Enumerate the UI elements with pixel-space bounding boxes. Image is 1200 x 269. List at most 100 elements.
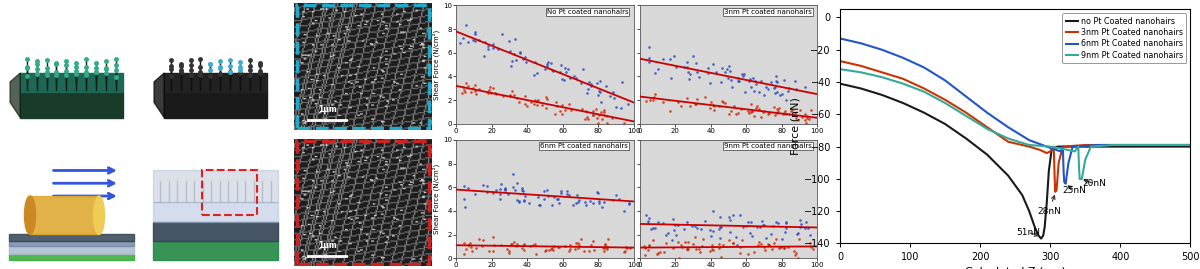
Point [724,213,743,217]
Point [798,116,817,120]
Point [719,76,738,81]
Point [792,114,811,119]
Point [744,249,763,254]
Point [776,112,796,116]
Legend: no Pt Coated nanohairs, 3nm Pt Coated nanohairs, 6nm Pt Coated nanohairs, 9nm Pt: no Pt Coated nanohairs, 3nm Pt Coated na… [1062,13,1187,63]
Point [559,193,578,197]
Point [749,243,768,247]
Point [634,244,653,248]
Point [575,200,594,204]
3nm Pt Coated nanohairs [1022,145,1037,148]
Point [473,183,492,187]
Point [583,113,602,117]
Point [574,67,593,71]
9nm Pt Coated nanohairs [875,76,889,79]
3nm Pt Coated nanohairs [875,71,889,74]
6nm Pt Coated nanohairs [1001,126,1015,129]
Point [796,226,815,231]
Point [702,247,721,251]
Point [791,108,810,112]
Point [746,82,766,87]
Point [668,223,688,227]
Point [667,233,686,237]
no Pt Coated nanohairs [1036,234,1050,237]
Point [514,198,533,202]
Point [541,61,560,65]
Point [745,79,764,83]
Point [508,242,527,246]
Point [583,201,602,205]
Point [714,243,733,247]
Point [722,84,742,89]
Point [648,67,667,72]
Point [533,103,552,108]
Point [486,92,505,97]
Point [672,243,691,247]
Point [478,47,497,51]
9nm Pt Coated nanohairs [917,90,931,93]
Point [736,90,755,94]
6nm Pt Coated nanohairs [1058,182,1073,185]
6nm Pt Coated nanohairs [1061,161,1075,164]
Point [728,76,748,80]
Point [602,116,622,121]
Point [754,222,773,227]
Point [578,87,598,91]
Point [528,102,547,107]
Point [557,70,576,75]
Point [575,249,594,253]
Point [703,243,722,247]
Point [451,41,470,45]
Point [758,111,778,116]
Point [452,91,472,95]
Point [618,246,637,250]
Point [504,185,523,189]
Point [461,245,480,249]
Point [595,108,614,112]
Point [559,249,578,253]
Point [725,104,744,108]
Point [584,248,604,252]
Point [604,198,623,202]
no Pt Coated nanohairs [1039,201,1054,205]
Point [751,115,770,119]
Point [479,44,498,48]
Point [536,95,556,99]
Point [475,40,494,44]
Point [787,87,806,91]
Point [618,102,637,106]
Point [695,95,714,99]
9nm Pt Coated nanohairs [1068,150,1082,153]
3nm Pt Coated nanohairs [1051,161,1066,164]
Point [638,218,658,223]
Point [497,247,516,251]
Point [748,104,767,108]
Point [619,201,638,206]
Point [686,61,706,65]
Point [474,54,493,59]
Point [764,105,784,109]
6nm Pt Coated nanohairs [1057,180,1072,184]
Point [538,62,557,66]
Point [677,96,696,101]
Point [565,247,584,251]
Point [500,93,520,97]
Point [649,220,668,224]
Point [644,95,664,99]
Point [517,104,536,108]
Point [552,111,571,116]
Point [552,191,571,195]
Point [755,223,774,227]
Point [542,68,562,72]
Point [647,252,666,256]
Point [685,235,704,239]
Point [690,75,709,79]
Point [674,227,694,231]
Point [595,113,614,117]
Point [589,199,608,203]
Point [527,252,546,256]
9nm Pt Coated nanohairs [1072,145,1086,148]
Point [512,245,532,250]
Point [539,60,558,65]
3nm Pt Coated nanohairs [917,87,931,90]
